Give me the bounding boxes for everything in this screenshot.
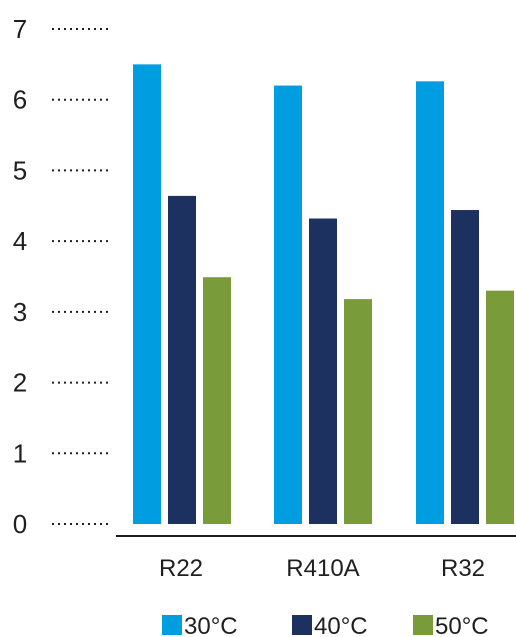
bar-r22-2 — [203, 277, 231, 524]
bar-r410a-2 — [344, 299, 372, 524]
bar-r22-1 — [168, 195, 196, 524]
bar-r32-0 — [416, 81, 444, 524]
legend-label: 40°C — [314, 613, 368, 637]
y-tick-label: 1 — [13, 438, 27, 468]
legend-label: 50°C — [435, 613, 489, 637]
legend-swatch — [413, 615, 433, 635]
legend: 30°C 40°C 50°C — [162, 613, 489, 637]
x-category-label: R410A — [286, 555, 359, 582]
y-tick-label: 7 — [13, 14, 27, 44]
x-category-label: R22 — [159, 555, 203, 582]
legend-swatch — [292, 615, 312, 635]
bar-r410a-0 — [274, 85, 302, 525]
legend-item: 30°C — [162, 613, 238, 637]
legend-label: 30°C — [184, 613, 238, 637]
y-tick-label: 4 — [13, 226, 27, 256]
legend-item: 50°C — [413, 613, 489, 637]
y-tick-label: 0 — [13, 509, 27, 539]
bars — [133, 64, 514, 525]
legend-swatch — [162, 615, 182, 635]
y-tick-label: 5 — [13, 155, 27, 185]
y-tick-label: 2 — [13, 368, 27, 398]
y-axis: 0 1 2 3 4 5 6 7 — [13, 14, 112, 539]
bar-r32-2 — [486, 290, 514, 524]
bar-r22-0 — [133, 64, 161, 524]
bar-r410a-1 — [309, 218, 337, 524]
y-tick-label: 6 — [13, 85, 27, 115]
x-category-label: R32 — [441, 555, 485, 582]
y-tick-label: 3 — [13, 297, 27, 327]
bar-r32-1 — [451, 210, 479, 524]
legend-item: 40°C — [292, 613, 368, 637]
x-axis: R22 R410A R32 — [159, 555, 485, 582]
